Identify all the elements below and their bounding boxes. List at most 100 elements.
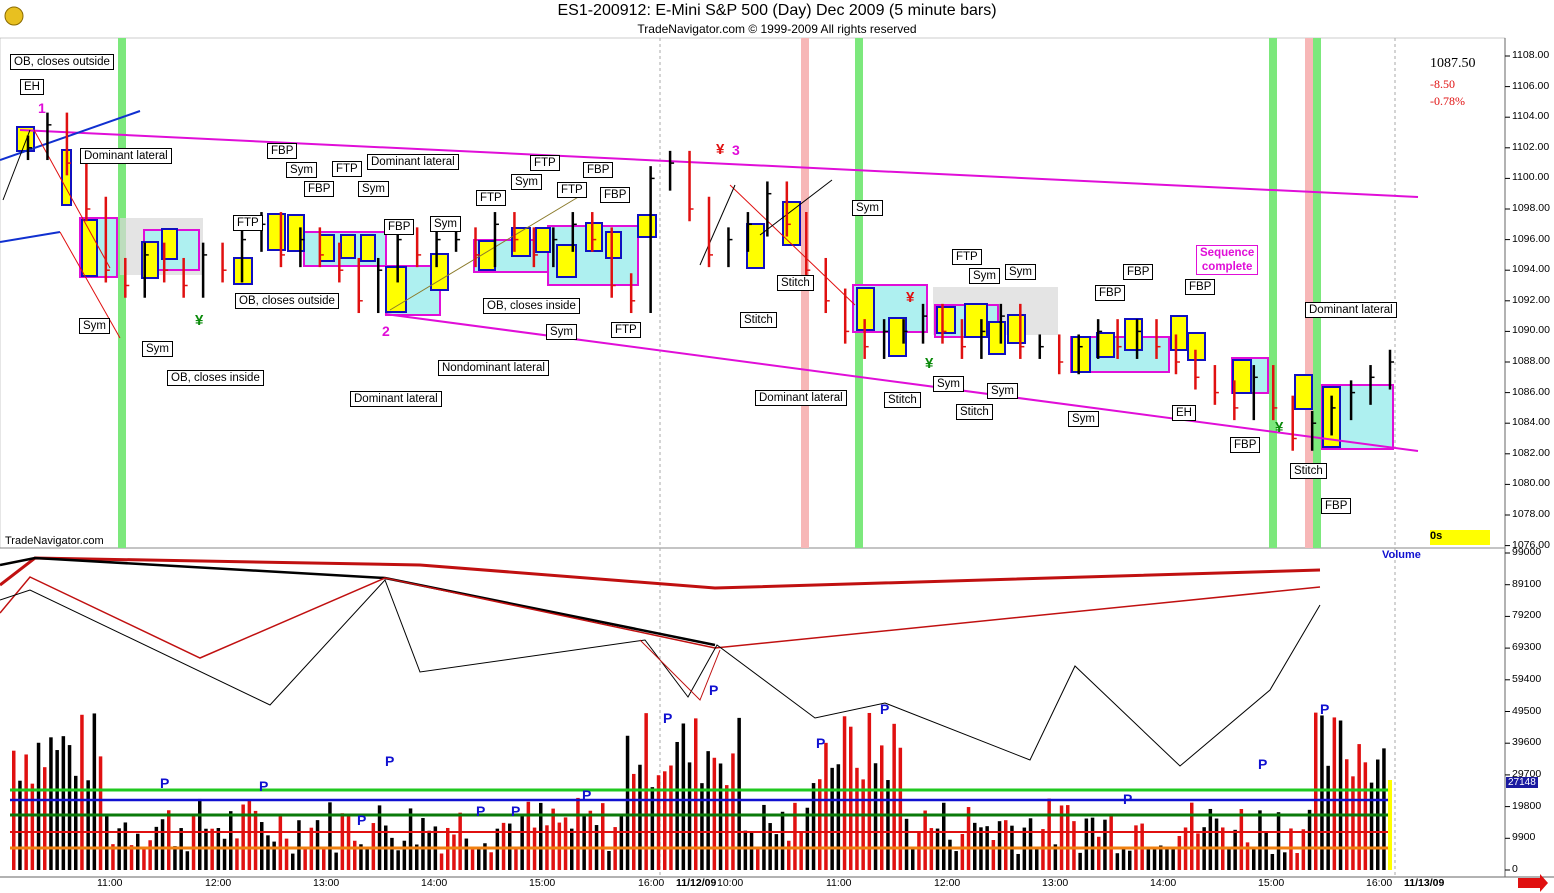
pattern-box <box>81 219 98 277</box>
volume-bar <box>1351 776 1355 870</box>
volume-bar <box>1208 808 1213 870</box>
volume-bar <box>173 846 177 870</box>
timer-box: 0s <box>1430 530 1490 545</box>
volume-bar <box>1146 848 1151 870</box>
point-label: 3 <box>732 142 740 158</box>
volume-bar <box>861 779 865 870</box>
pattern-box <box>141 241 159 279</box>
volume-bar <box>706 751 710 870</box>
pattern-box <box>1294 374 1313 410</box>
annotation-label: EH <box>1172 405 1196 421</box>
volume-peak-marker: P <box>880 701 890 717</box>
trend-line-tan <box>389 195 581 311</box>
price-tick-label: 1076.00 <box>1512 538 1550 551</box>
annotation-label: FBP <box>304 181 335 197</box>
volume-bar <box>12 750 16 870</box>
volume-bar <box>1109 814 1113 870</box>
volume-bar <box>954 851 958 870</box>
slow-average-line <box>0 556 1321 590</box>
volume-peak-marker: P <box>709 682 719 698</box>
annotation-label: Sym <box>1005 264 1036 280</box>
pattern-box <box>535 227 551 253</box>
trend-line-blue <box>0 231 61 243</box>
volume-bar <box>942 802 946 870</box>
annotation-label: Sym <box>933 376 964 392</box>
volume-bar <box>129 845 134 870</box>
volume-bar <box>55 750 59 870</box>
volume-bar <box>787 840 791 870</box>
volume-bar <box>619 816 624 870</box>
volume-bar <box>737 717 741 870</box>
volume-bar <box>966 807 971 870</box>
pattern-box <box>1007 314 1026 344</box>
yen-mark: ¥ <box>906 289 915 306</box>
volume-bar <box>1028 818 1033 870</box>
volume-bar <box>1053 844 1058 870</box>
pattern-box <box>319 234 335 262</box>
volume-bar <box>1115 853 1120 870</box>
volume-bar <box>49 737 53 870</box>
volume-bar <box>80 714 84 870</box>
annotation-label: FBP <box>1321 498 1352 514</box>
volume-bar <box>780 811 785 870</box>
pattern-box <box>605 231 622 259</box>
highlight-column <box>1313 38 1321 548</box>
volume-bar <box>1090 817 1095 870</box>
pattern-box <box>936 306 956 334</box>
time-tick-label: 12:00 <box>934 877 961 889</box>
volume-bar <box>377 805 382 870</box>
volume-bar <box>731 753 735 870</box>
volume-tick-label: 79200 <box>1512 609 1542 622</box>
volume-bar <box>1059 805 1064 870</box>
volume-bar <box>439 853 444 870</box>
volume-bar <box>973 822 977 870</box>
volume-bar <box>303 848 307 870</box>
volume-bar <box>1307 809 1312 870</box>
scroll-right-arrow <box>1518 874 1548 892</box>
pattern-box <box>1232 359 1252 394</box>
volume-bar <box>725 785 729 870</box>
volume-peak-marker: P <box>1320 701 1330 717</box>
volume-bar <box>272 841 276 870</box>
pattern-box <box>556 244 577 278</box>
volume-bar <box>1258 810 1262 870</box>
volume-bar <box>67 745 72 870</box>
annotation-label: FBP <box>1123 264 1154 280</box>
volume-bar <box>148 840 152 870</box>
pattern-box <box>161 228 178 260</box>
pattern-box <box>746 223 765 269</box>
volume-peak-marker: P <box>1258 756 1268 772</box>
annotation-label: FBP <box>600 187 631 203</box>
volume-bar <box>1270 853 1275 870</box>
annotation-label: OB, closes outside <box>10 54 114 70</box>
volume-bar <box>1196 833 1200 870</box>
annotation-label: Stitch <box>884 392 921 408</box>
volume-tick-label: 59400 <box>1512 672 1542 685</box>
volume-bar <box>284 838 289 870</box>
volume-bar <box>253 810 258 870</box>
volume-bar <box>315 820 320 870</box>
volume-bar <box>452 834 456 870</box>
highlight-column <box>1269 38 1277 548</box>
volume-bar <box>92 713 97 870</box>
volume-peak-marker: P <box>385 753 395 769</box>
volume-bar <box>1233 829 1237 870</box>
annotation-label: FTP <box>233 215 263 231</box>
pattern-box <box>360 234 376 262</box>
annotation-label: Dominant lateral <box>80 148 172 164</box>
volume-bar <box>997 821 1002 870</box>
trend-segment <box>0 556 716 647</box>
time-tick-label: 11/12/09 <box>676 877 717 889</box>
volume-bar <box>1004 820 1008 870</box>
pattern-box <box>340 234 356 259</box>
volume-bar <box>1252 848 1256 870</box>
price-tick-label: 1100.00 <box>1512 171 1550 184</box>
time-tick-label: 11/13/09 <box>1404 877 1445 889</box>
pattern-box <box>585 222 603 252</box>
volume-bar <box>353 840 357 870</box>
volume-bar <box>1245 842 1250 870</box>
volume-bar <box>328 802 332 870</box>
last-price: 1087.50 <box>1430 56 1476 71</box>
price-tick-label: 1102.00 <box>1512 140 1550 153</box>
